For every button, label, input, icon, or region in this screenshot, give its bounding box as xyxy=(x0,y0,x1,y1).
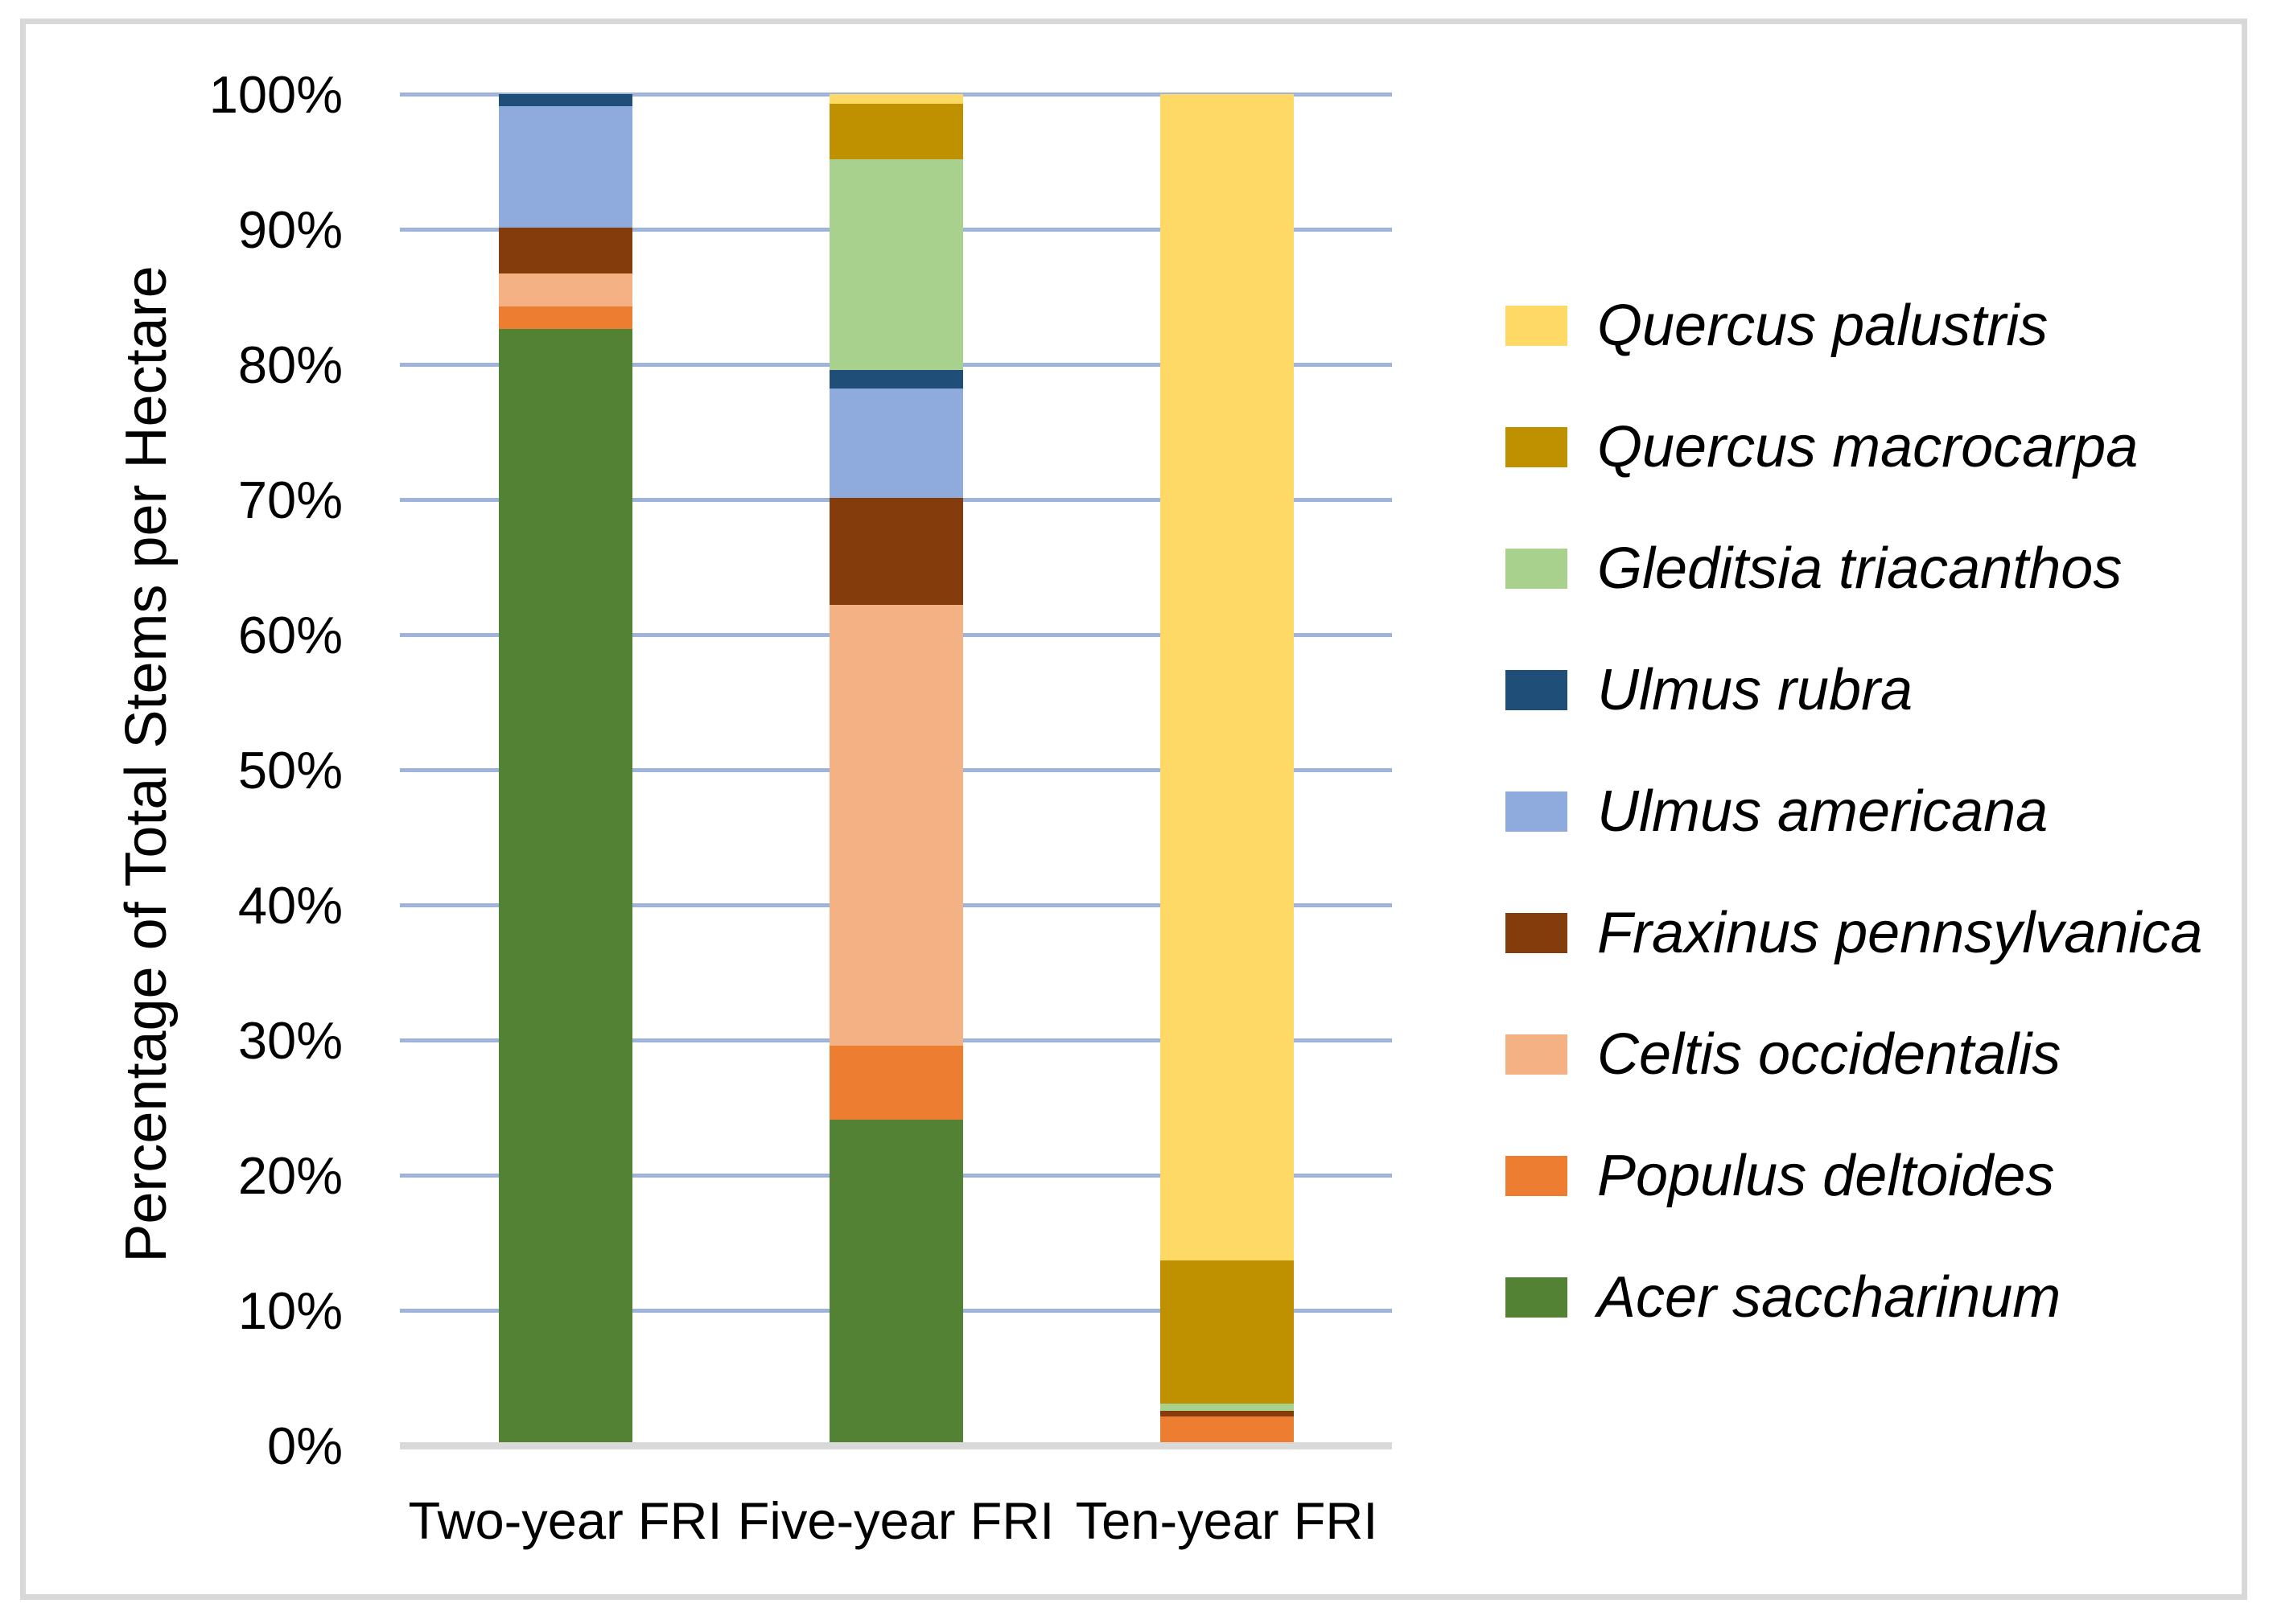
legend-label-ulmus-rubra: Ulmus rubra xyxy=(1597,658,1913,722)
legend-label-quercus-macrocarpa: Quercus macrocarpa xyxy=(1597,415,2139,479)
y-tick-90: 90% xyxy=(237,200,343,259)
legend-item-gleditsia-triacanthos: Gleditsia triacanthos xyxy=(1505,532,2122,605)
legend-item-ulmus-americana: Ulmus americana xyxy=(1505,775,2048,848)
bar-segment-fraxinus-pennsylvanica-two-year-fri xyxy=(498,228,632,274)
bar-segment-acer-saccharinum-five-year-fri xyxy=(829,1120,963,1445)
y-tick-40: 40% xyxy=(237,876,343,935)
legend-label-ulmus-americana: Ulmus americana xyxy=(1597,779,2049,844)
legend-swatch-quercus-macrocarpa xyxy=(1505,427,1567,467)
bar-segment-populus-deltoides-ten-year-fri xyxy=(1159,1416,1294,1445)
bar-segment-populus-deltoides-two-year-fri xyxy=(498,306,632,330)
y-tick-70: 70% xyxy=(237,471,343,529)
bar-segment-acer-saccharinum-two-year-fri xyxy=(498,329,632,1445)
bar-segment-quercus-palustris-ten-year-fri xyxy=(1159,94,1294,1260)
legend-swatch-gleditsia-triacanthos xyxy=(1505,549,1567,589)
x-axis-baseline xyxy=(400,1442,1392,1449)
bar-segment-fraxinus-pennsylvanica-five-year-fri xyxy=(829,498,963,606)
legend-item-quercus-macrocarpa: Quercus macrocarpa xyxy=(1505,411,2138,483)
legend-item-fraxinus-pennsylvanica: Fraxinus pennsylvanica xyxy=(1505,897,2202,969)
legend-swatch-acer-saccharinum xyxy=(1505,1277,1567,1318)
bar-segment-quercus-macrocarpa-five-year-fri xyxy=(829,103,963,159)
y-tick-20: 20% xyxy=(237,1146,343,1205)
y-tick-10: 10% xyxy=(237,1281,343,1340)
legend-label-acer-saccharinum: Acer saccharinum xyxy=(1597,1265,2061,1330)
bar-segment-fraxinus-pennsylvanica-ten-year-fri xyxy=(1159,1411,1294,1416)
y-tick-100: 100% xyxy=(208,65,343,124)
x-label-five-year-fri: Five-year FRI xyxy=(737,1491,1055,1550)
legend-swatch-ulmus-rubra xyxy=(1505,670,1567,710)
legend-item-celtis-occidentalis: Celtis occidentalis xyxy=(1505,1018,2061,1091)
legend-swatch-fraxinus-pennsylvanica xyxy=(1505,913,1567,953)
legend-swatch-populus-deltoides xyxy=(1505,1156,1567,1196)
x-label-two-year-fri: Two-year FRI xyxy=(408,1491,723,1550)
bar-segment-populus-deltoides-five-year-fri xyxy=(829,1045,963,1120)
legend-swatch-celtis-occidentalis xyxy=(1505,1034,1567,1075)
y-tick-80: 80% xyxy=(237,335,343,394)
legend-label-celtis-occidentalis: Celtis occidentalis xyxy=(1597,1022,2061,1087)
bar-segment-gleditsia-triacanthos-five-year-fri xyxy=(829,158,963,370)
legend-item-acer-saccharinum: Acer saccharinum xyxy=(1505,1261,2061,1334)
y-tick-50: 50% xyxy=(237,741,343,800)
legend-item-quercus-palustris: Quercus palustris xyxy=(1505,290,2048,362)
y-tick-30: 30% xyxy=(237,1011,343,1070)
legend-item-ulmus-rubra: Ulmus rubra xyxy=(1505,654,1913,726)
legend-label-populus-deltoides: Populus deltoides xyxy=(1597,1144,2055,1208)
legend-label-gleditsia-triacanthos: Gleditsia triacanthos xyxy=(1597,537,2123,601)
legend-label-quercus-palustris: Quercus palustris xyxy=(1597,294,2049,358)
bar-segment-ulmus-americana-five-year-fri xyxy=(829,389,963,499)
bar-segment-celtis-occidentalis-five-year-fri xyxy=(829,605,963,1046)
y-tick-60: 60% xyxy=(237,606,343,664)
legend-label-fraxinus-pennsylvanica: Fraxinus pennsylvanica xyxy=(1597,901,2203,965)
y-tick-0: 0% xyxy=(267,1416,343,1475)
legend-item-populus-deltoides: Populus deltoides xyxy=(1505,1140,2054,1212)
legend-swatch-quercus-palustris xyxy=(1505,306,1567,346)
bar-segment-gleditsia-triacanthos-ten-year-fri xyxy=(1159,1403,1294,1412)
bar-segment-ulmus-rubra-five-year-fri xyxy=(829,369,963,389)
x-label-ten-year-fri: Ten-year FRI xyxy=(1075,1491,1378,1550)
bar-segment-ulmus-americana-two-year-fri xyxy=(498,106,632,228)
bar-segment-celtis-occidentalis-two-year-fri xyxy=(498,273,632,306)
legend-swatch-ulmus-americana xyxy=(1505,791,1567,832)
bar-segment-ulmus-rubra-two-year-fri xyxy=(498,94,632,107)
bar-segment-quercus-palustris-five-year-fri xyxy=(829,94,963,104)
bar-segment-quercus-macrocarpa-ten-year-fri xyxy=(1159,1260,1294,1404)
